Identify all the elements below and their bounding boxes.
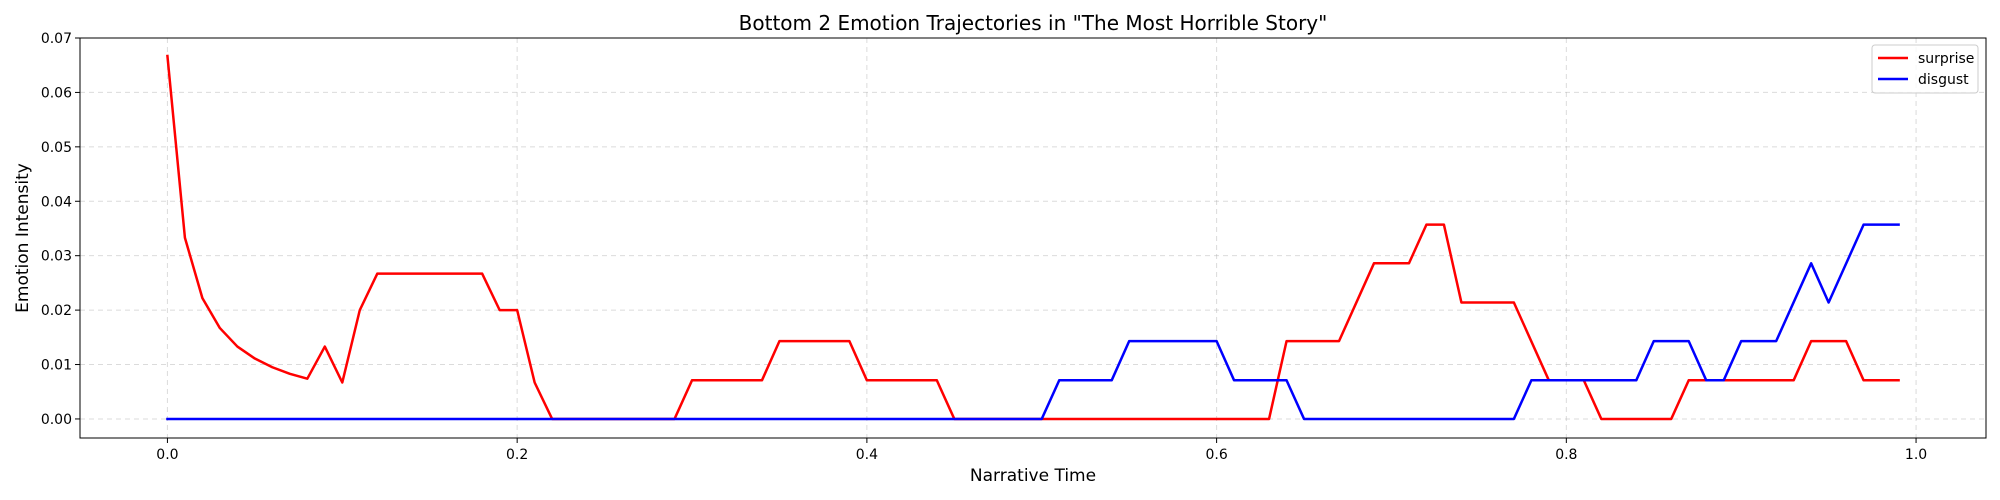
y-tick-label: 0.03 [41, 249, 72, 265]
y-axis-label: Emotion Intensity [13, 163, 33, 313]
y-tick-label: 0.02 [41, 303, 72, 319]
y-tick-label: 0.04 [41, 194, 72, 210]
legend-label-disgust: disgust [1918, 72, 1969, 88]
x-tick-label: 0.6 [1205, 447, 1227, 463]
y-tick-label: 0.07 [41, 31, 72, 47]
surprise-line [166, 54, 1900, 421]
y-tick-label: 0.06 [41, 85, 72, 101]
legend-entries: surprise disgust [1878, 51, 1974, 88]
disgust-line [166, 223, 1900, 421]
legend: surprise disgust [1871, 44, 1979, 94]
y-tick-label: 0.00 [41, 412, 72, 428]
series-lines [166, 54, 1900, 421]
y-tick-label: 0.05 [41, 140, 72, 156]
x-axis-label: Narrative Time [970, 466, 1096, 486]
x-tick-label: 0.0 [156, 447, 178, 463]
y-tick-label: 0.01 [41, 358, 72, 374]
plot-frame [79, 37, 1987, 439]
x-tick-label: 1.0 [1905, 447, 1927, 463]
axis-ticks: 0.0 0.2 0.4 0.6 0.8 1.0 0.00 0.01 0.02 0.03 0.04 0.… [41, 31, 1927, 463]
x-tick-label: 0.4 [856, 447, 878, 463]
x-tick-label: 0.2 [506, 447, 528, 463]
legend-label-surprise: surprise [1918, 51, 1974, 67]
x-tick-label: 0.8 [1555, 447, 1577, 463]
chart-title: Bottom 2 Emotion Trajectories in "The Mo… [739, 11, 1328, 35]
